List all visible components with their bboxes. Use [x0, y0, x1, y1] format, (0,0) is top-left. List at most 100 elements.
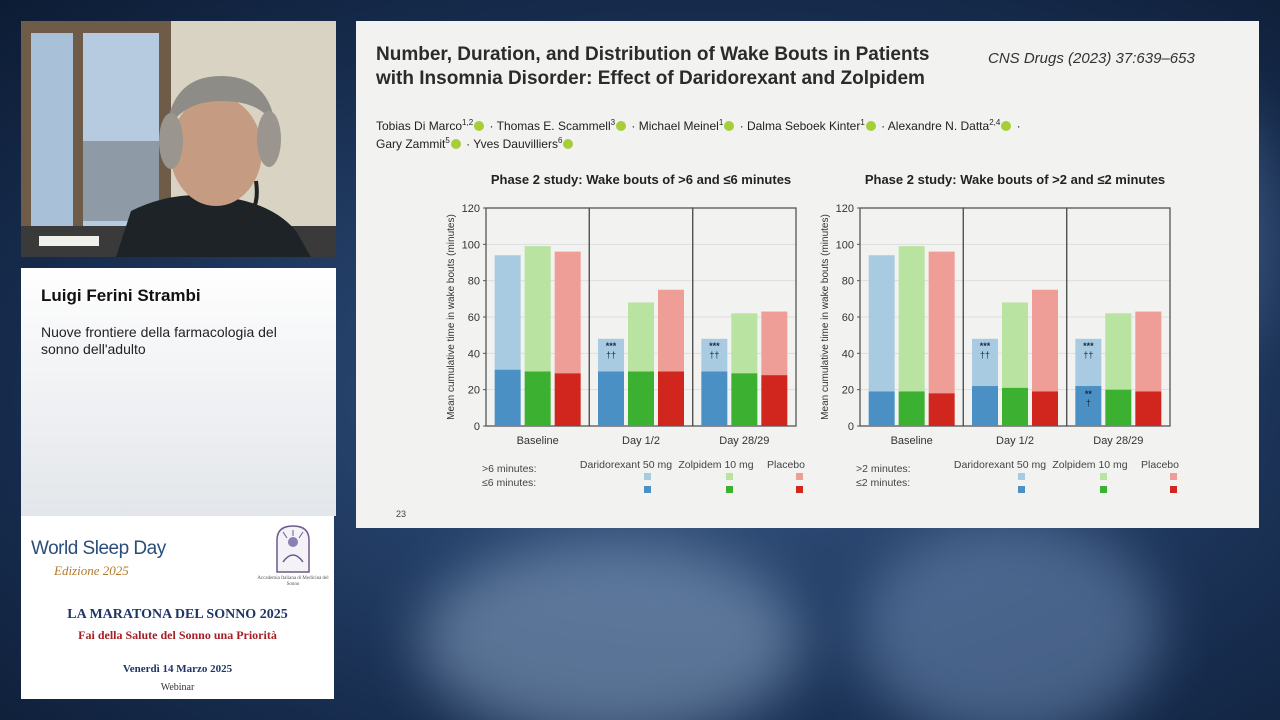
- author-name: Tobias Di Marco: [376, 119, 463, 133]
- author-name: Thomas E. Scammell: [496, 119, 611, 133]
- bar-short-segment: [928, 393, 955, 426]
- author-affiliation: 2,4: [989, 118, 1001, 127]
- event-card: World Sleep Day Edizione 2025 Accademia …: [21, 516, 334, 699]
- significance-daggers: ††: [606, 350, 616, 360]
- bar-short-segment: [972, 386, 998, 426]
- y-tick-label: 120: [462, 203, 480, 215]
- chart-title: Phase 2 study: Wake bouts of >2 and ≤2 m…: [865, 172, 1165, 187]
- legend-swatch-short: [796, 486, 803, 493]
- bar-long-segment: [494, 255, 521, 370]
- speaker-name: Luigi Ferini Strambi: [41, 286, 201, 305]
- y-axis-label: Mean cumulative time in wake bouts (minu…: [446, 214, 457, 420]
- bar-long-segment: [658, 289, 684, 372]
- event-format: Webinar: [160, 682, 195, 693]
- bar-short-segment: [1075, 386, 1102, 426]
- y-tick-label: 80: [842, 276, 854, 288]
- bar-short-segment: [701, 371, 728, 426]
- author-name: Michael Meinel: [638, 119, 719, 133]
- legend-row-label: ≤6 minutes:: [482, 477, 536, 489]
- legend-row-label: >6 minutes:: [482, 463, 537, 475]
- bar-long-segment: [1002, 302, 1028, 388]
- y-axis-label: Mean cumulative time in wake bouts (minu…: [820, 214, 831, 420]
- legend-group-label: Placebo: [767, 459, 805, 471]
- background-blur: [420, 540, 800, 720]
- author-affiliation: 1: [860, 118, 865, 127]
- aims-logo-icon: [276, 525, 310, 573]
- bar-long-segment: [761, 311, 788, 376]
- webcam-picture: [21, 21, 336, 257]
- orcid-icon: [474, 121, 485, 131]
- x-category-label: Day 28/29: [1093, 435, 1143, 447]
- legend-group-label: Zolpidem 10 mg: [1052, 459, 1127, 471]
- bar-long-segment: [701, 338, 728, 372]
- bar-short-segment: [598, 371, 624, 426]
- bar-long-segment: [554, 251, 581, 374]
- talk-title: Nuove frontiere della farmacologia del s…: [41, 324, 277, 357]
- x-category-label: Day 1/2: [996, 435, 1034, 447]
- legend-swatch-short: [726, 486, 733, 493]
- legend-swatch-short: [644, 486, 651, 493]
- y-tick-label: 0: [848, 421, 854, 433]
- y-tick-label: 20: [842, 385, 854, 397]
- author-name: Yves Dauvilliers: [473, 137, 558, 151]
- legend-group-label: Daridorexant 50 mg: [580, 459, 672, 471]
- bar-long-segment: [898, 246, 925, 392]
- bar-short-segment: [898, 391, 925, 426]
- legend-swatch-short: [1170, 486, 1177, 493]
- event-edition: Edizione 2025: [54, 563, 129, 578]
- chart-short-long-6min: Phase 2 study: Wake bouts of >6 and ≤6 m…: [446, 172, 805, 493]
- y-tick-label: 40: [842, 348, 854, 360]
- y-tick-label: 100: [836, 239, 854, 251]
- chart-title: Phase 2 study: Wake bouts of >6 and ≤6 m…: [491, 172, 791, 187]
- event-date: Venerdì 14 Marzo 2025: [122, 663, 233, 675]
- authors-line-1: Tobias Di Marco1,2 · Thomas E. Scammell3…: [376, 118, 1021, 133]
- legend-group-label: Daridorexant 50 mg: [954, 459, 1046, 471]
- y-tick-label: 100: [462, 239, 480, 251]
- aims-org-name: Accademia Italiana di Medicina del Sonno: [257, 576, 329, 587]
- author-affiliation: 1: [718, 118, 724, 127]
- bar-short-segment: [628, 371, 654, 426]
- y-tick-label: 60: [842, 312, 854, 324]
- bar-long-segment: [524, 246, 551, 372]
- y-tick-label: 60: [468, 312, 480, 324]
- authors-line-2: Gary Zammit5 · Yves Dauvilliers6: [376, 136, 1076, 151]
- legend-swatch-short: [1018, 486, 1025, 493]
- journal-reference: CNS Drugs (2023) 37:639–653: [988, 50, 1195, 67]
- bar-short-segment: [868, 391, 895, 426]
- bar-long-segment: [1075, 338, 1102, 387]
- event-subtitle: Fai della Salute del Sonno una Priorità: [78, 628, 277, 642]
- orcid-icon: [724, 121, 735, 131]
- presentation-slide: Number, Duration, and Distribution of Wa…: [356, 21, 1259, 528]
- author-name: Dalma Seboek Kinter: [746, 119, 861, 133]
- orcid-icon: [450, 139, 461, 149]
- y-tick-label: 80: [468, 276, 480, 288]
- legend-swatch-long: [726, 473, 733, 480]
- significance-daggers: ††: [1083, 350, 1093, 360]
- bar-long-segment: [598, 338, 624, 372]
- orcid-icon: [865, 121, 876, 131]
- significance-daggers: †: [1086, 398, 1091, 408]
- legend-swatch-long: [796, 473, 803, 480]
- bar-short-segment: [1002, 387, 1028, 426]
- legend-group-label: Placebo: [1141, 459, 1179, 471]
- speaker-panel: Luigi Ferini Strambi Nuove frontiere del…: [21, 268, 336, 516]
- bar-short-segment: [554, 373, 581, 426]
- author-affiliation: 6: [557, 136, 563, 145]
- author-affiliation: 3: [610, 118, 616, 127]
- legend-swatch-long: [1018, 473, 1025, 480]
- author-affiliation: 1,2: [462, 118, 474, 127]
- legend-row-label: ≤2 minutes:: [856, 477, 910, 489]
- orcid-icon: [563, 139, 574, 149]
- bar-long-segment: [972, 338, 998, 387]
- y-tick-label: 40: [468, 348, 480, 360]
- significance-stars: ***: [1083, 341, 1094, 351]
- author-name: Alexandre N. Datta: [887, 119, 990, 133]
- bar-short-segment: [761, 375, 788, 426]
- bar-short-segment: [494, 369, 521, 426]
- event-title: LA MARATONA DEL SONNO 2025: [67, 607, 288, 622]
- legend-group-label: Zolpidem 10 mg: [678, 459, 753, 471]
- bar-long-segment: [928, 251, 955, 394]
- webcam-video: [21, 21, 336, 257]
- bar-short-segment: [658, 371, 684, 426]
- bar-short-segment: [524, 371, 551, 426]
